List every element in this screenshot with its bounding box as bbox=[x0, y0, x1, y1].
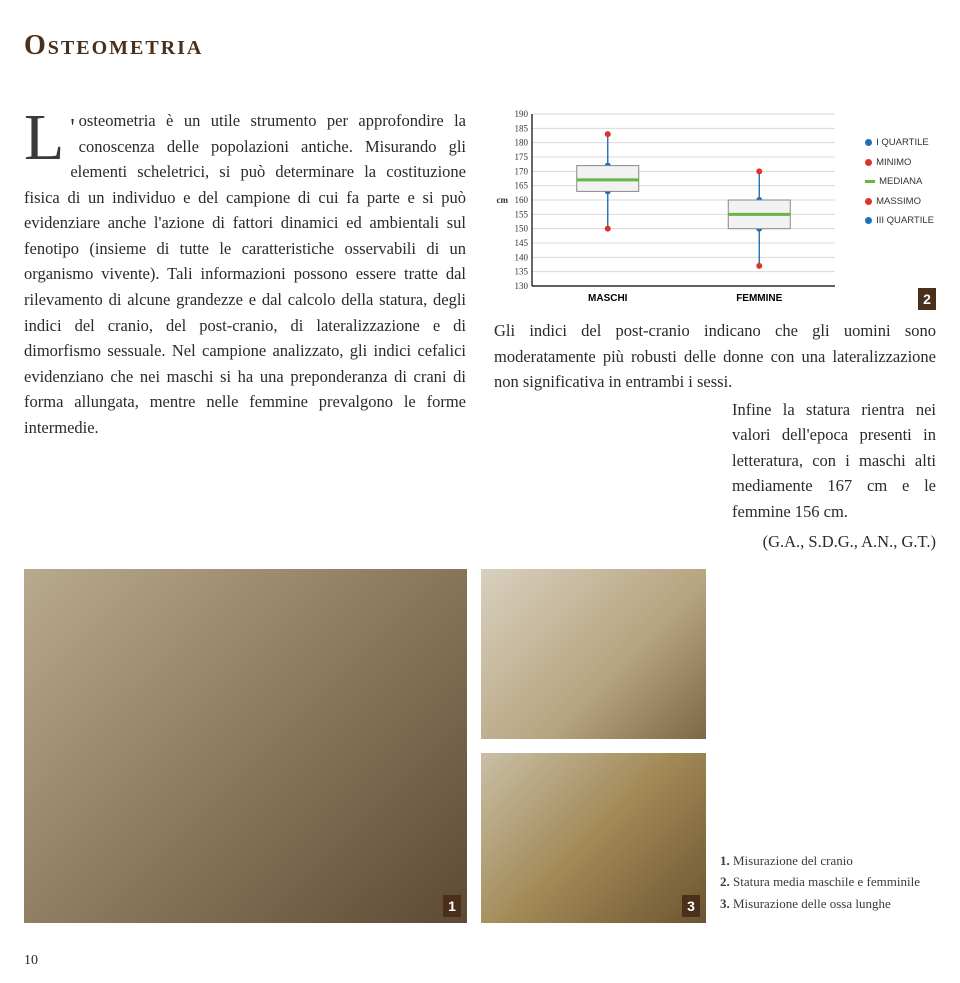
caption-number: 2. bbox=[720, 874, 733, 889]
legend-item: III QUARTILE bbox=[865, 216, 934, 226]
caption-line: 3. Misurazione delle ossa lunghe bbox=[720, 894, 930, 914]
figure-number-2: 2 bbox=[918, 288, 936, 310]
apostrophe: ' bbox=[70, 110, 74, 147]
legend-label: III QUARTILE bbox=[876, 216, 934, 226]
drop-cap: L bbox=[24, 112, 64, 163]
svg-text:185: 185 bbox=[515, 123, 529, 133]
right-paragraph-inset: Infine la statura rientra nei valori del… bbox=[732, 400, 936, 521]
stature-boxplot-chart: 130 135 140 145 150 155 160 165 170 175 180 185 190 c… bbox=[494, 108, 934, 308]
caption-text: Misurazione del cranio bbox=[733, 853, 853, 868]
legend-marker bbox=[865, 217, 872, 224]
figure-captions: 1. Misurazione del cranio2. Statura medi… bbox=[720, 851, 930, 924]
caption-number: 1. bbox=[720, 853, 733, 868]
legend-label: MINIMO bbox=[876, 158, 911, 168]
svg-text:190: 190 bbox=[515, 109, 529, 119]
legend-marker bbox=[865, 198, 872, 205]
svg-text:140: 140 bbox=[515, 252, 529, 262]
left-paragraph: L ' osteometria è un utile strumento per… bbox=[24, 108, 466, 440]
svg-text:165: 165 bbox=[515, 181, 529, 191]
chart-legend: I QUARTILE MINIMO MEDIANA MASSIMO III QUARTI… bbox=[865, 138, 934, 236]
right-paragraph-1: Gli indici del post-cranio indicano che … bbox=[494, 318, 936, 395]
caption-line: 2. Statura media maschile e femminile bbox=[720, 872, 930, 892]
legend-marker bbox=[865, 139, 872, 146]
page-title: Osteometria bbox=[24, 30, 936, 62]
svg-text:150: 150 bbox=[515, 224, 529, 234]
legend-marker bbox=[865, 180, 875, 183]
svg-text:180: 180 bbox=[515, 138, 529, 148]
legend-item: MEDIANA bbox=[865, 177, 934, 187]
svg-text:135: 135 bbox=[515, 267, 529, 277]
caption-text: Misurazione delle ossa lunghe bbox=[733, 896, 891, 911]
svg-text:175: 175 bbox=[515, 152, 529, 162]
two-column-layout: L ' osteometria è un utile strumento per… bbox=[24, 108, 936, 554]
chart-svg: 130 135 140 145 150 155 160 165 170 175 180 185 190 c… bbox=[494, 108, 839, 308]
svg-text:cm: cm bbox=[497, 195, 509, 205]
legend-label: I QUARTILE bbox=[876, 138, 929, 148]
svg-text:170: 170 bbox=[515, 166, 529, 176]
caption-number: 3. bbox=[720, 896, 733, 911]
left-column: L ' osteometria è un utile strumento per… bbox=[24, 108, 466, 554]
legend-item: MINIMO bbox=[865, 158, 934, 168]
svg-text:155: 155 bbox=[515, 209, 529, 219]
svg-text:130: 130 bbox=[515, 281, 529, 291]
left-paragraph-text: osteometria è un utile strumento per app… bbox=[24, 111, 466, 437]
figure-3-long-bones: 3 bbox=[481, 753, 706, 923]
right-column: 130 135 140 145 150 155 160 165 170 175 180 185 190 c… bbox=[494, 108, 936, 554]
authors: (G.A., S.D.G., A.N., G.T.) bbox=[732, 529, 936, 555]
figure-number-1: 1 bbox=[443, 895, 461, 917]
figure-stack: 3 bbox=[481, 569, 706, 923]
legend-marker bbox=[865, 159, 872, 166]
svg-text:MASCHI: MASCHI bbox=[588, 293, 628, 304]
svg-text:160: 160 bbox=[515, 195, 529, 205]
svg-text:FEMMINE: FEMMINE bbox=[736, 293, 782, 304]
legend-label: MASSIMO bbox=[876, 197, 921, 207]
figure-ruler-bones bbox=[481, 569, 706, 739]
legend-label: MEDIANA bbox=[879, 177, 922, 187]
legend-item: I QUARTILE bbox=[865, 138, 934, 148]
figure-row: 1 3 1. Misurazione del cranio2. Statura … bbox=[24, 569, 936, 923]
caption-line: 1. Misurazione del cranio bbox=[720, 851, 930, 871]
svg-text:145: 145 bbox=[515, 238, 529, 248]
legend-item: MASSIMO bbox=[865, 197, 934, 207]
figure-number-3: 3 bbox=[682, 895, 700, 917]
figure-1-skull-measurement: 1 bbox=[24, 569, 467, 923]
page-number: 10 bbox=[24, 953, 38, 969]
caption-text: Statura media maschile e femminile bbox=[733, 874, 920, 889]
